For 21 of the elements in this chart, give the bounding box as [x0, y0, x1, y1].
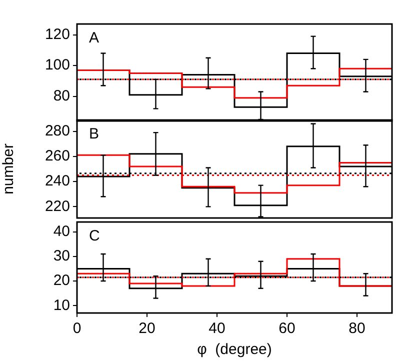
y-tick-label: 80 — [53, 88, 70, 105]
x-tick-label: 40 — [208, 320, 226, 338]
y-tick-label: 220 — [44, 198, 70, 215]
x-tick-label: 20 — [138, 320, 156, 338]
annotation: C — [89, 228, 100, 245]
annotation: A — [89, 30, 100, 47]
y-tick-label: 30 — [53, 248, 70, 265]
y-axis-title: number — [0, 144, 18, 194]
x-tick-label: 80 — [348, 320, 366, 338]
x-tick-label: 60 — [278, 320, 296, 338]
x-tick-label: 0 — [72, 320, 82, 338]
x-axis-title: φ (degree) — [197, 341, 272, 358]
y-tick-label: 20 — [53, 272, 70, 290]
y-tick-label: 40 — [53, 222, 70, 240]
y-tick-label: 240 — [44, 172, 70, 190]
y-tick-label: 280 — [44, 122, 70, 140]
y-tick-label: 100 — [44, 56, 70, 74]
y-tick-label: 120 — [44, 26, 70, 43]
annotation: B — [89, 126, 100, 143]
y-tick-label: 260 — [44, 148, 70, 165]
y-tick-label: 10 — [53, 296, 70, 314]
